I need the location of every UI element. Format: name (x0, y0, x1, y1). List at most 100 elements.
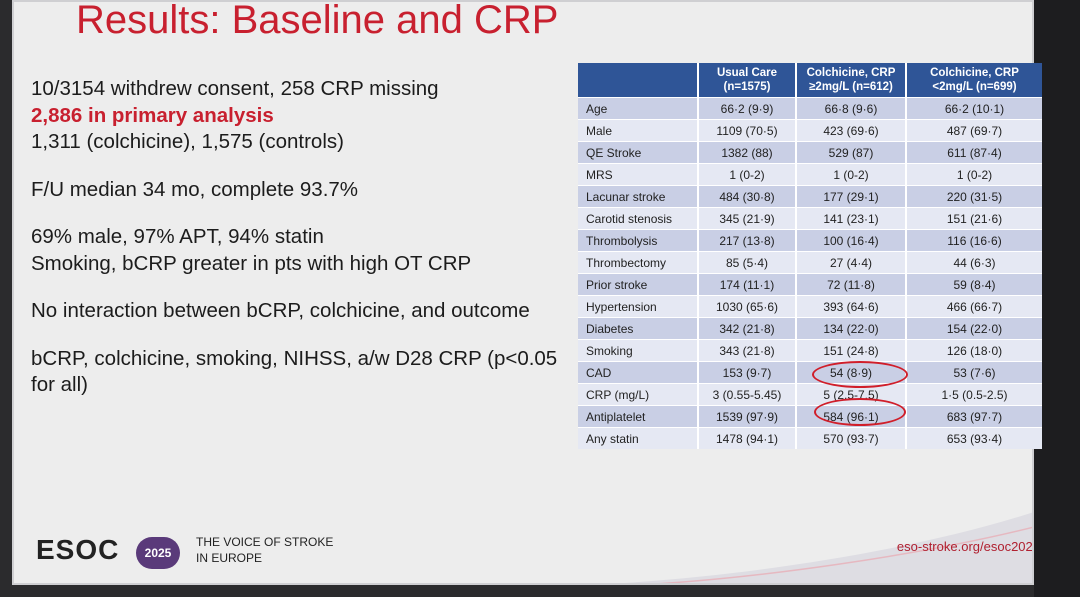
table-cell: 5 (2.5-7.5) (795, 383, 906, 406)
table-cell: 66·2 (10·1) (905, 97, 1042, 120)
row-label: Age (578, 97, 698, 120)
bullet-demographics: 69% male, 97% APT, 94% statin (31, 225, 324, 248)
bullet-smoking: Smoking, bCRP greater in pts with high O… (31, 251, 472, 275)
table-row: Smoking 343 (21·8) 151 (24·8) 126 (18·0) (578, 339, 1042, 362)
header-colchicine-high-crp: Colchicine, CRP ≥2mg/L (n=612) (795, 63, 906, 98)
table-row: Thrombolysis 217 (13·8) 100 (16·4) 116 (16·… (578, 229, 1042, 252)
table-cell: 134 (22·0) (795, 317, 906, 340)
tagline-line-2: IN EUROPE (196, 551, 263, 565)
table-row: Prior stroke 174 (11·1) 72 (11·8) 59 (8·4) (578, 273, 1042, 296)
table-cell: 423 (69·6) (795, 119, 906, 142)
row-label: Antiplatelet (578, 405, 698, 428)
table-row: Diabetes 342 (21·8) 134 (22·0) 154 (22·0) (578, 317, 1042, 340)
row-label: Any statin (578, 427, 698, 449)
table-cell: 466 (66·7) (905, 295, 1042, 318)
table-row: CAD 153 (9·7) 54 (8·9) 53 (7·6) (578, 361, 1042, 384)
table-cell: 487 (69·7) (905, 119, 1042, 142)
table-cell: 1539 (97·9) (697, 405, 796, 428)
table-cell: 153 (9·7) (697, 361, 796, 384)
table-cell: 683 (97·7) (905, 405, 1042, 428)
row-label: Prior stroke (578, 273, 698, 296)
esoc-logo: ESOC (36, 534, 120, 565)
table-cell: 53 (7·6) (905, 361, 1042, 384)
table-cell: 570 (93·7) (795, 427, 906, 449)
table-cell: 27 (4·4) (795, 251, 906, 274)
table-cell: 1 (0-2) (697, 163, 796, 186)
table-cell: 1030 (65·6) (697, 295, 796, 318)
slide-title: Results: Baseline and CRP (76, 0, 559, 42)
table-row: CRP (mg/L) 3 (0.55-5.45) 5 (2.5-7.5) 1·5 (0… (578, 383, 1042, 406)
bullet-group-counts: 1,311 (colchicine), 1,575 (controls) (31, 130, 344, 153)
table-cell: 174 (11·1) (697, 273, 796, 296)
table-cell: 653 (93·4) (905, 427, 1042, 449)
bullet-associations: bCRP, colchicine, smoking, NIHSS, a/w D2… (31, 346, 558, 370)
table-row: Any statin 1478 (94·1) 570 (93·7) 653 (93·4… (578, 427, 1042, 449)
table-cell: 529 (87) (795, 141, 906, 164)
header-colchicine-low-crp: Colchicine, CRP <2mg/L (n=699) (905, 63, 1042, 98)
table-cell: 177 (29·1) (795, 185, 906, 208)
table-cell: 66·8 (9·6) (795, 97, 906, 120)
table-cell: 44 (6·3) (905, 251, 1042, 274)
table-row: Lacunar stroke 484 (30·8) 177 (29·1) 220 (3… (578, 185, 1042, 208)
table-row: Hypertension 1030 (65·6) 393 (64·6) 466 (66… (578, 295, 1042, 318)
table-cell: 126 (18·0) (905, 339, 1042, 362)
table-row: Male 1109 (70·5) 423 (69·6) 487 (69·7) (578, 119, 1042, 142)
table-cell: 100 (16·4) (795, 229, 906, 252)
table-row: Antiplatelet 1539 (97·9) 584 (96·1) 683 (97… (578, 405, 1042, 428)
bullet-list: 10/3154 withdrew consent, 258 CRP missin… (31, 76, 591, 399)
table-cell: 1382 (88) (697, 141, 796, 164)
table-cell: 154 (22·0) (905, 317, 1042, 340)
table-row: Carotid stenosis 345 (21·9) 141 (23·1) 151 … (578, 207, 1042, 230)
table-cell: 1·5 (0.5-2.5) (905, 383, 1042, 406)
table-cell: 611 (87·4) (905, 141, 1042, 164)
row-label: Hypertension (578, 295, 698, 318)
table-cell: 151 (21·6) (905, 207, 1042, 230)
table-cell: 3 (0.55-5.45) (697, 383, 796, 406)
bullet-withdrew: 10/3154 withdrew consent, 258 CRP missin… (31, 77, 439, 100)
table-row: MRS 1 (0-2) 1 (0-2) 1 (0-2) (578, 163, 1042, 186)
bullet-associations-cont: for all) (31, 373, 88, 396)
row-label: QE Stroke (578, 141, 698, 164)
bullet-interaction: No interaction between bCRP, colchicine,… (31, 299, 530, 322)
table-cell: 151 (24·8) (795, 339, 906, 362)
table-cell: 1 (0-2) (905, 163, 1042, 186)
table-body: Age 66·2 (9·9) 66·8 (9·6) 66·2 (10·1) Male 11… (578, 97, 1042, 449)
table-cell: 393 (64·6) (795, 295, 906, 318)
row-label: Carotid stenosis (578, 207, 698, 230)
table-row: Age 66·2 (9·9) 66·8 (9·6) 66·2 (10·1) (578, 97, 1042, 120)
table-cell: 1478 (94·1) (697, 427, 796, 449)
bullet-primary-analysis: 2,886 in primary analysis (31, 103, 274, 127)
table-cell: 66·2 (9·9) (697, 97, 796, 120)
row-label: MRS (578, 163, 698, 186)
table-row: QE Stroke 1382 (88) 529 (87) 611 (87·4) (578, 141, 1042, 164)
table-cell: 1 (0-2) (795, 163, 906, 186)
baseline-table: Usual Care (n=1575) Colchicine, CRP ≥2mg/L… (578, 63, 1042, 449)
tagline: THE VOICE OF STROKE IN EUROPE (196, 534, 333, 566)
row-label: CAD (578, 361, 698, 384)
decorative-swoosh (624, 512, 1032, 583)
table-row: Thrombectomy 85 (5·4) 27 (4·4) 44 (6·3) (578, 251, 1042, 274)
table-cell: 217 (13·8) (697, 229, 796, 252)
table-cell: 484 (30·8) (697, 185, 796, 208)
table-cell: 220 (31·5) (905, 185, 1042, 208)
logo-year-badge: 2025 (136, 537, 180, 569)
row-label: Male (578, 119, 698, 142)
row-label: Smoking (578, 339, 698, 362)
table-cell: 343 (21·8) (697, 339, 796, 362)
tagline-line-1: THE VOICE OF STROKE (196, 535, 334, 549)
bullet-follow-up: F/U median 34 mo, complete 93.7% (31, 177, 359, 201)
row-label: Thrombectomy (578, 251, 698, 274)
highlight-circle-crp (814, 398, 906, 426)
highlight-circle-smoking (812, 361, 908, 388)
table-cell: 72 (11·8) (795, 273, 906, 296)
row-label: Diabetes (578, 317, 698, 340)
row-label: Lacunar stroke (578, 185, 698, 208)
header-usual-care: Usual Care (n=1575) (697, 63, 796, 98)
row-label: CRP (mg/L) (578, 383, 698, 406)
table-cell: 85 (5·4) (697, 251, 796, 274)
header-corner (578, 63, 698, 98)
table-cell: 116 (16·6) (905, 229, 1042, 252)
table-header-row: Usual Care (n=1575) Colchicine, CRP ≥2mg/L… (578, 63, 1042, 98)
table-cell: 345 (21·9) (697, 207, 796, 230)
row-label: Thrombolysis (578, 229, 698, 252)
